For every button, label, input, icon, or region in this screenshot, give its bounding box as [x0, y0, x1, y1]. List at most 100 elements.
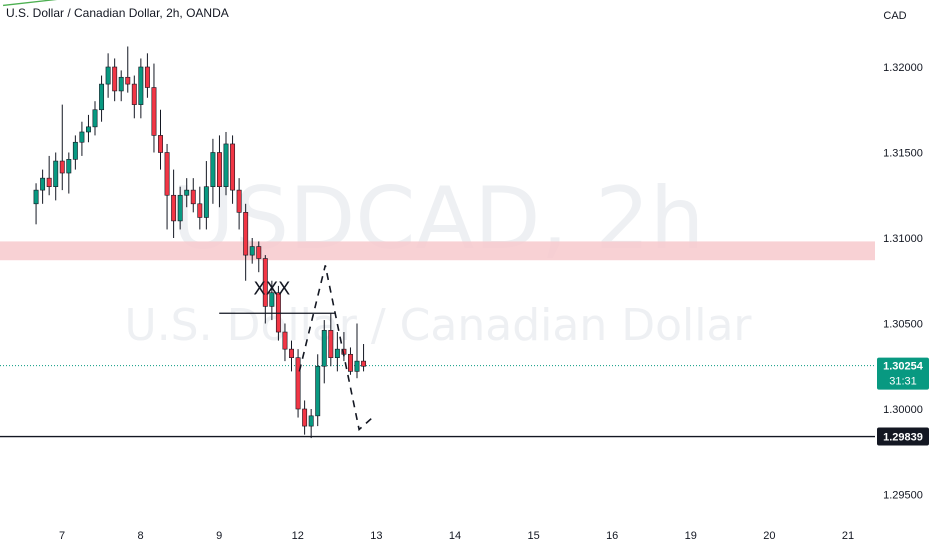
- candle[interactable]: [256, 241, 262, 273]
- candle[interactable]: [164, 143, 170, 230]
- candle[interactable]: [184, 178, 190, 208]
- candle[interactable]: [177, 186, 183, 230]
- candle[interactable]: [243, 203, 249, 281]
- candle-body: [334, 348, 340, 358]
- candle[interactable]: [72, 135, 78, 170]
- x-tick-label: 21: [842, 530, 854, 542]
- candle-body: [99, 83, 105, 111]
- y-tick-label: 1.31000: [883, 233, 923, 245]
- x-tick-label: 8: [138, 530, 144, 542]
- candle[interactable]: [217, 135, 222, 208]
- x-tick-label: 20: [763, 530, 775, 542]
- candle[interactable]: [223, 131, 229, 196]
- candle-body: [92, 109, 98, 128]
- candle-body: [171, 194, 177, 222]
- candle-body: [151, 87, 157, 136]
- candle[interactable]: [354, 323, 360, 379]
- candle[interactable]: [210, 138, 216, 204]
- candle[interactable]: [282, 323, 288, 362]
- candle[interactable]: [197, 186, 203, 230]
- candle[interactable]: [125, 46, 131, 93]
- candle-body: [79, 131, 85, 143]
- candle-body: [295, 357, 301, 410]
- candle-body: [275, 292, 281, 333]
- projection-path[interactable]: [298, 265, 374, 432]
- candle-body: [243, 212, 249, 256]
- candle-body: [72, 141, 78, 160]
- candle-body: [315, 365, 321, 417]
- candle[interactable]: [203, 161, 209, 230]
- candle-body: [348, 353, 353, 372]
- candle-body: [203, 186, 209, 218]
- chart-title: U.S. Dollar / Canadian Dollar, 2h, OANDA: [6, 6, 229, 20]
- x-tick-label: 19: [685, 530, 697, 542]
- candle-body: [40, 177, 46, 191]
- candle[interactable]: [118, 70, 124, 102]
- x-tick-label: 7: [59, 530, 65, 542]
- candle-body: [354, 360, 360, 372]
- candle[interactable]: [321, 320, 327, 384]
- candle-body: [197, 203, 203, 218]
- candle[interactable]: [79, 121, 85, 156]
- candle[interactable]: [131, 75, 137, 119]
- candle[interactable]: [348, 347, 353, 375]
- candle[interactable]: [295, 349, 301, 418]
- candle[interactable]: [361, 344, 367, 372]
- candle[interactable]: [315, 354, 321, 427]
- candle[interactable]: [92, 101, 98, 136]
- candle[interactable]: [105, 53, 111, 98]
- candle-body: [302, 408, 308, 427]
- candle[interactable]: [171, 169, 177, 238]
- candle[interactable]: [230, 135, 236, 204]
- x-tick-label: 16: [606, 530, 618, 542]
- candle[interactable]: [190, 178, 196, 213]
- current-price-value: 1.30254: [883, 361, 924, 373]
- candle[interactable]: [33, 183, 39, 225]
- candle[interactable]: [308, 409, 314, 439]
- candle[interactable]: [151, 63, 157, 153]
- candle[interactable]: [158, 109, 163, 170]
- candle[interactable]: [99, 75, 105, 122]
- candle[interactable]: [138, 58, 144, 119]
- candle-body: [53, 160, 59, 188]
- candle[interactable]: [236, 178, 242, 230]
- x-tick-label: 15: [527, 530, 539, 542]
- candle[interactable]: [66, 152, 72, 194]
- candle[interactable]: [40, 169, 46, 204]
- watermark-name: U.S. Dollar / Canadian Dollar: [124, 300, 752, 351]
- candle[interactable]: [46, 155, 52, 196]
- y-tick-label: 1.30500: [883, 319, 923, 331]
- candle[interactable]: [302, 400, 308, 435]
- candle-body: [59, 160, 65, 174]
- candle[interactable]: [86, 114, 91, 143]
- candle-body: [190, 189, 196, 205]
- trendline[interactable]: [2, 0, 687, 7]
- candle-body: [86, 126, 91, 133]
- candle-body: [361, 360, 367, 367]
- candle-body: [217, 152, 222, 188]
- candle[interactable]: [334, 332, 340, 372]
- candle[interactable]: [328, 313, 334, 367]
- x-tick-label: 14: [449, 530, 461, 542]
- candle-body: [105, 66, 111, 85]
- candle[interactable]: [144, 53, 150, 98]
- candle-body: [138, 66, 144, 105]
- x-tick-label: 9: [216, 530, 222, 542]
- annotation-xxx[interactable]: XXX: [253, 278, 290, 299]
- candle-body: [158, 135, 163, 153]
- current-price-tag: 1.30254 31:31: [877, 357, 929, 390]
- currency-label: CAD: [883, 10, 906, 22]
- candle-body: [131, 83, 137, 105]
- candle[interactable]: [59, 104, 65, 191]
- support-price-tag: 1.29839: [877, 427, 929, 446]
- candle-body: [177, 194, 183, 222]
- candle-body: [256, 246, 262, 259]
- candle[interactable]: [53, 152, 59, 201]
- resistance-zone[interactable]: [0, 241, 875, 261]
- candle[interactable]: [289, 340, 294, 372]
- candle[interactable]: [262, 255, 268, 324]
- current-price-tag-bg: [877, 357, 929, 390]
- candle[interactable]: [249, 238, 255, 264]
- candle[interactable]: [112, 58, 118, 102]
